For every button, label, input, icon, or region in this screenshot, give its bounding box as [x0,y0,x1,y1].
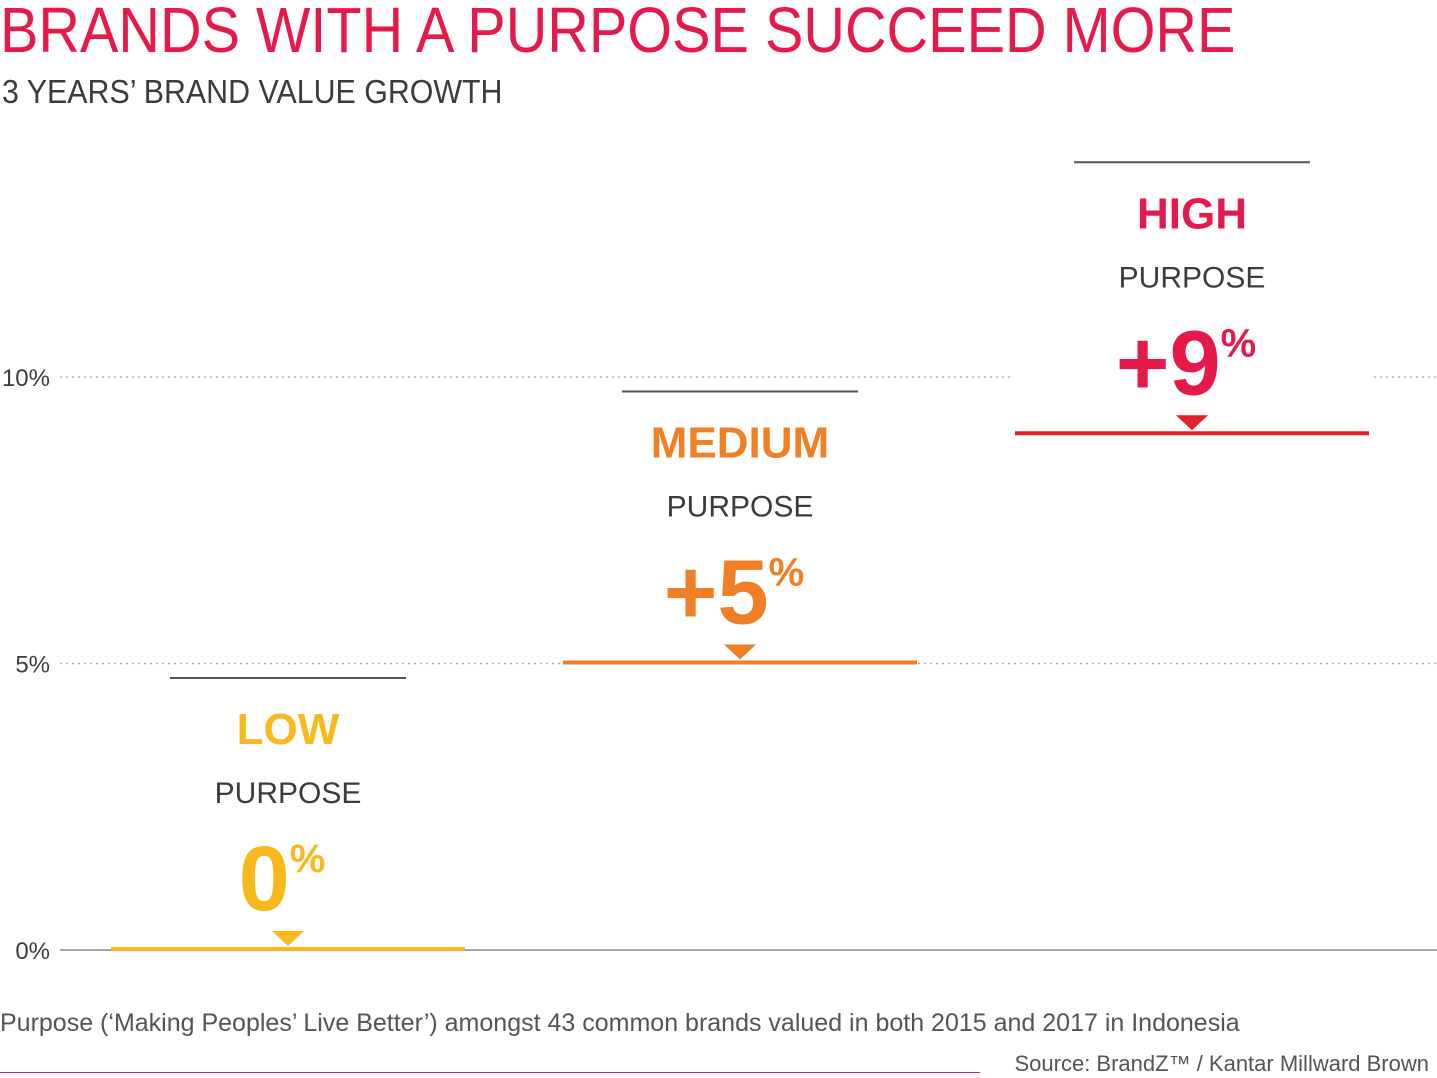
footnote: Purpose (‘Making Peoples’ Live Better’) … [0,1009,1240,1037]
value-number: +9 [1116,312,1221,414]
value-marker-triangle [272,931,304,946]
y-tick-label: 0% [15,938,50,965]
tick-label-layer: 0% 5% 10% [2,365,50,965]
value-percent-sign: % [290,837,326,881]
chart-title: BRANDS WITH A PURPOSE SUCCEED MORE [0,0,1236,66]
category-label: MEDIUM [651,419,829,468]
value-number: +5 [664,542,769,644]
mark-layer: LOW PURPOSE 0% MEDIUM PURPOSE +5% HIGH PURPOSE +… [107,154,1373,951]
value-marker-triangle [1176,415,1208,431]
source-divider [0,1072,980,1073]
label-backdrop [1011,154,1373,431]
chart-plot: 0%5%10% LOWPURPOSE0%MEDIUMPURPOSE+5%HIGH… [1,154,1437,965]
category-group-medium: MEDIUM PURPOSE +5% [559,383,921,665]
value-number: 0 [239,828,290,930]
chart-subtitle: 3 YEARS’ BRAND VALUE GROWTH [2,73,503,110]
value-label: +9% [1116,312,1256,414]
value-label: +5% [664,542,804,644]
label-backdrop [107,670,469,946]
category-label: HIGH [1137,189,1247,238]
category-label: LOW [237,705,340,754]
y-tick-label: 5% [15,652,50,679]
value-label: 0% [239,828,326,930]
category-group-high: HIGH PURPOSE +9% [1011,154,1373,436]
label-backdrop [559,383,921,660]
value-percent-sign: % [1221,321,1257,365]
value-marker-triangle [724,644,756,660]
category-sublabel: PURPOSE [667,491,814,524]
y-tick-label: 10% [2,365,50,392]
source-credit: Source: BrandZ™ / Kantar Millward Brown [1014,1051,1430,1076]
category-sublabel: PURPOSE [215,777,362,810]
category-group-low: LOW PURPOSE 0% [107,670,469,951]
category-sublabel: PURPOSE [1119,261,1266,294]
value-percent-sign: % [769,551,805,595]
